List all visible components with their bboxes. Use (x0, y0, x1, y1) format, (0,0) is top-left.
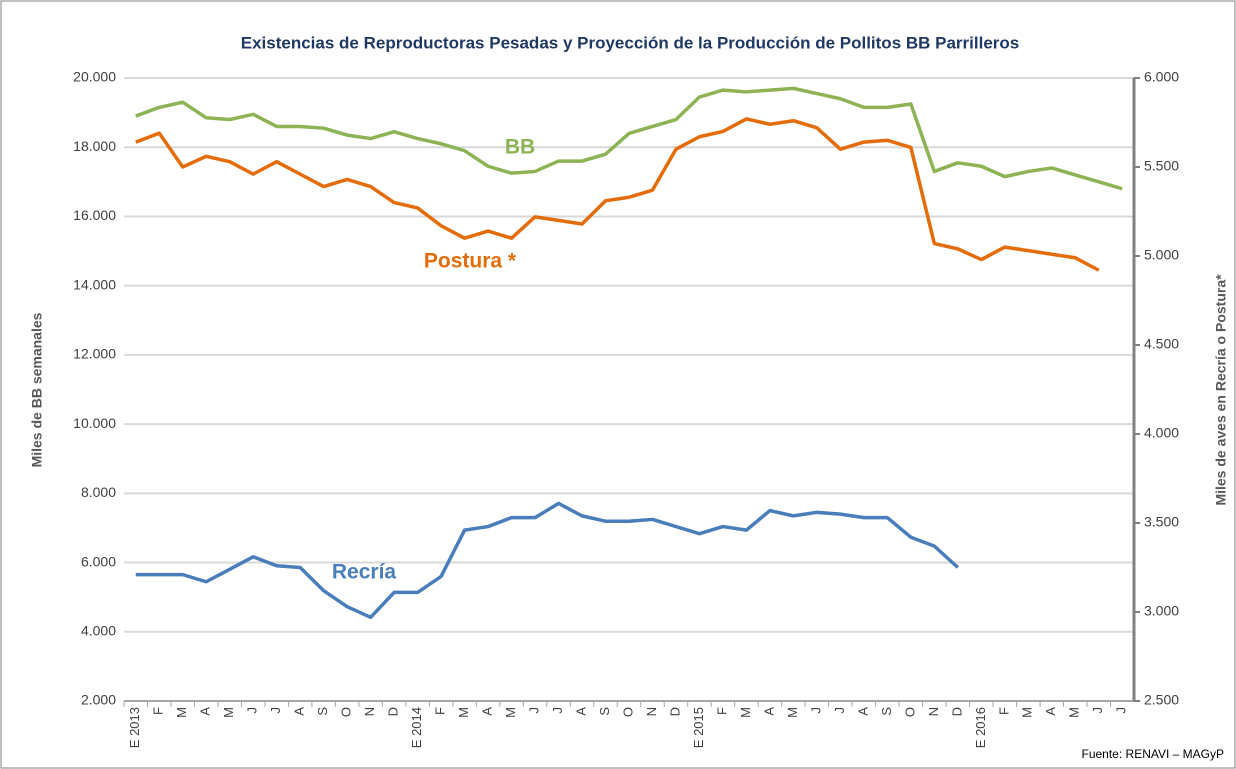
x-tick-label: M (1067, 707, 1082, 718)
series-label: BB (505, 136, 535, 159)
x-tick-label: N (644, 707, 659, 716)
x-tick-label: A (292, 707, 307, 716)
y-tick-label: 4.000 (81, 622, 116, 638)
x-tick-label: A (198, 707, 213, 716)
x-tick-label: E 2016 (973, 707, 988, 748)
y2-tick-label: 2.500 (1144, 692, 1179, 708)
y2-tick-label: 6.000 (1144, 69, 1179, 85)
x-tick-label: M (174, 707, 189, 718)
y-tick-label: 20.000 (73, 69, 116, 85)
x-tick-label: E 2013 (127, 707, 142, 748)
x-tick-label: D (949, 707, 964, 716)
y2-tick-label: 5.500 (1144, 158, 1179, 174)
x-tick-label: S (315, 707, 330, 716)
y-tick-label: 8.000 (81, 484, 116, 500)
y2-axis-title: Miles de aves en Recría o Postura* (1213, 274, 1229, 506)
x-tick-label: F (151, 707, 166, 715)
x-tick-label: D (667, 707, 682, 716)
x-tick-label: E 2015 (691, 707, 706, 748)
series-label: Recría (332, 561, 397, 584)
series-line (135, 501, 960, 620)
x-tick-label: A (573, 707, 588, 716)
source-note: Fuente: RENAVI – MAGyP (1082, 747, 1225, 761)
y-tick-label: 10.000 (73, 415, 116, 431)
series-line (135, 117, 1100, 272)
x-tick-label: E 2014 (409, 707, 424, 748)
x-tick-label: S (879, 707, 894, 716)
x-tick-label: M (1020, 707, 1035, 718)
y2-tick-label: 3.500 (1144, 514, 1179, 530)
x-tick-label: J (808, 707, 823, 714)
y2-tick-label: 3.000 (1144, 603, 1179, 619)
x-tick-label: M (456, 707, 471, 718)
y-tick-label: 18.000 (73, 138, 116, 154)
x-tick-label: M (738, 707, 753, 718)
x-tick-label: N (926, 707, 941, 716)
x-tick-label: J (526, 707, 541, 714)
x-tick-label: S (597, 707, 612, 716)
y2-tick-label: 5.000 (1144, 247, 1179, 263)
y-tick-label: 2.000 (81, 692, 116, 708)
y2-tick-label: 4.000 (1144, 425, 1179, 441)
x-tick-label: A (480, 707, 495, 716)
x-tick-label: M (221, 707, 236, 718)
y-tick-label: 6.000 (81, 553, 116, 569)
series-line (135, 86, 1123, 191)
x-tick-label: J (1114, 707, 1129, 714)
x-tick-label: J (832, 707, 847, 714)
y-tick-label: 12.000 (73, 346, 116, 362)
y2-tick-label: 4.500 (1144, 336, 1179, 352)
x-tick-label: O (902, 707, 917, 717)
x-tick-label: A (1043, 707, 1058, 716)
x-tick-label: J (268, 707, 283, 714)
x-tick-label: F (714, 707, 729, 715)
x-tick-label: M (503, 707, 518, 718)
x-tick-label: J (245, 707, 260, 714)
series-label: Postura * (424, 250, 517, 273)
x-tick-label: F (433, 707, 448, 715)
x-tick-label: O (339, 707, 354, 717)
x-tick-label: D (386, 707, 401, 716)
y-axis-title: Miles de BB semanales (29, 312, 45, 467)
x-tick-label: O (620, 707, 635, 717)
chart-title: Existencias de Reproductoras Pesadas y P… (241, 33, 1020, 52)
y-tick-label: 14.000 (73, 276, 116, 292)
x-tick-label: A (855, 707, 870, 716)
x-tick-label: A (761, 707, 776, 716)
x-tick-label: J (1090, 707, 1105, 714)
x-tick-label: J (550, 707, 565, 714)
y-tick-label: 16.000 (73, 207, 116, 223)
x-tick-label: N (362, 707, 377, 716)
x-tick-label: M (785, 707, 800, 718)
x-tick-label: F (996, 707, 1011, 715)
